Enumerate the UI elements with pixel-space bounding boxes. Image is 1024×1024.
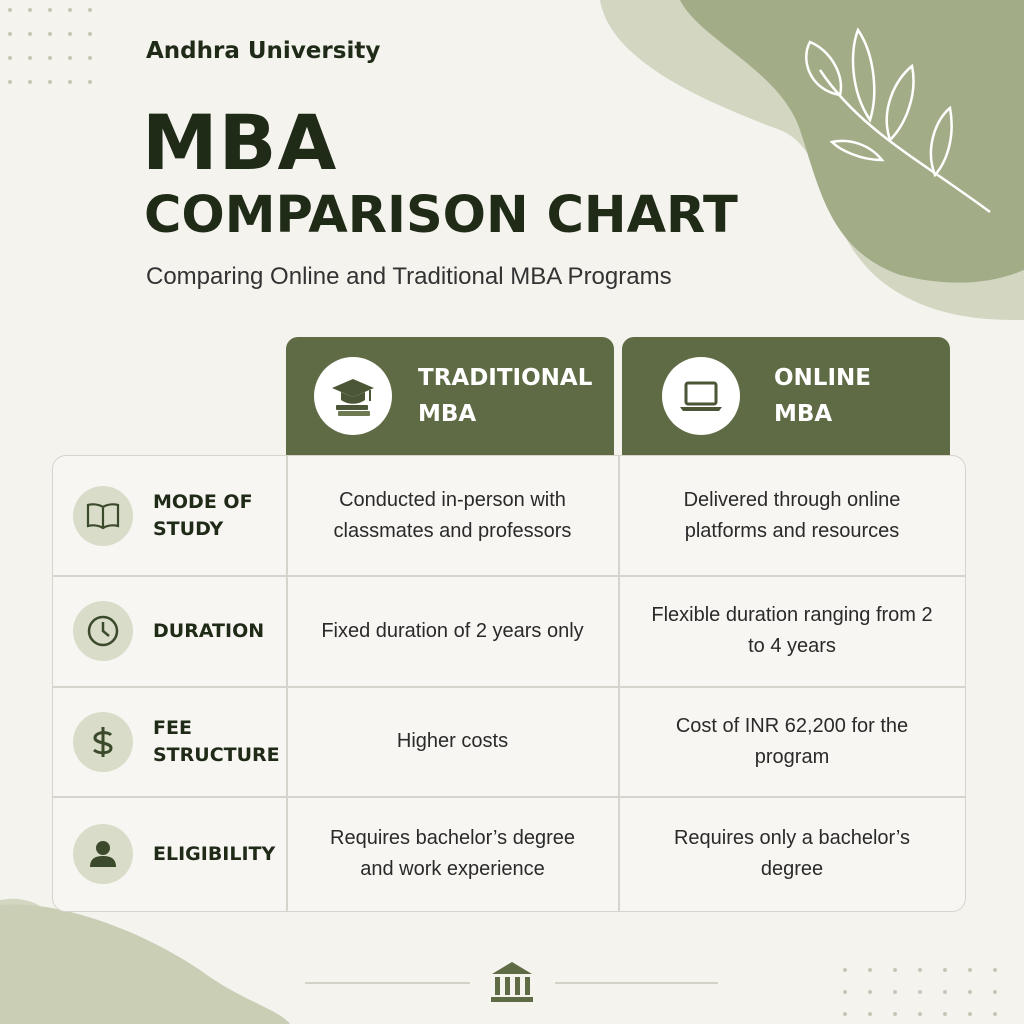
cell: Requires only a bachelor’s degree bbox=[673, 827, 911, 880]
cell: Cost of INR 62,200 for the program bbox=[675, 714, 909, 768]
column-header: ONLINE MBA bbox=[622, 337, 950, 455]
cell: Requires bachelor’s degree and work expe… bbox=[330, 827, 575, 880]
row-label: ELIGIBILITY bbox=[53, 797, 286, 911]
organization: Andhra University bbox=[146, 38, 381, 64]
row-title: MODE OF STUDY bbox=[153, 490, 253, 540]
row-title: FEE STRUCTURE bbox=[153, 716, 280, 766]
cell: Delivered through online platforms and r… bbox=[683, 488, 901, 542]
icon bbox=[662, 357, 740, 435]
icon bbox=[314, 357, 392, 435]
row-title: ELIGIBILITY bbox=[153, 842, 276, 865]
row-label: DURATION bbox=[53, 576, 286, 686]
row-label: MODE OF STUDY bbox=[53, 456, 286, 575]
column-title: ONLINE MBA bbox=[774, 365, 871, 427]
subtitle: Comparing Online and Traditional MBA Pro… bbox=[146, 263, 672, 290]
cell: Higher costs bbox=[396, 730, 509, 752]
comparison-table: MODE OF STUDY Conducted in-person with c… bbox=[52, 455, 966, 912]
row-title: DURATION bbox=[153, 619, 265, 642]
cell: Fixed duration of 2 years only bbox=[321, 619, 584, 642]
cell: Conducted in-person with classmates and … bbox=[333, 488, 572, 542]
title: MBA bbox=[142, 98, 338, 187]
column-header: TRADITIONAL MBA bbox=[286, 337, 614, 455]
cell: Flexible duration ranging from 2 to 4 ye… bbox=[651, 604, 933, 657]
row-label: FEE STRUCTURE bbox=[53, 687, 286, 796]
column-title: TRADITIONAL MBA bbox=[418, 365, 593, 427]
title: COMPARISON CHART bbox=[144, 186, 738, 245]
